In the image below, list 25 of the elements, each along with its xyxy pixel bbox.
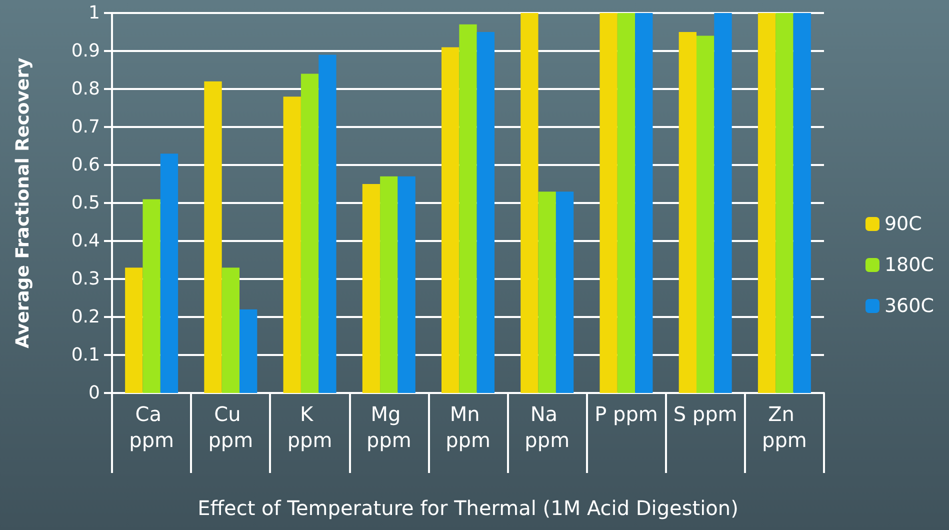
y-tick-label: 0.7: [71, 116, 100, 138]
legend-label: 90C: [884, 213, 922, 235]
x-tick-label: K ppm: [287, 402, 332, 452]
x-tick-label: Mn ppm: [446, 402, 490, 452]
y-axis-title: Average Fractional Recovery: [12, 57, 34, 348]
y-tick-label: 0.9: [71, 40, 100, 62]
y-tick-label: 0.8: [71, 78, 100, 100]
y-tick-label: 0.2: [71, 306, 100, 328]
legend-label: 360C: [884, 295, 934, 317]
y-tick-label: 0.4: [71, 230, 100, 252]
x-axis-title: Effect of Temperature for Thermal (1M Acid Digestion): [198, 496, 738, 520]
y-tick-label: 0.5: [71, 192, 100, 214]
x-tick-label: Mg ppm: [366, 402, 412, 452]
y-tick-label: 0: [88, 382, 100, 404]
x-tick-label: Zn ppm: [762, 402, 807, 452]
y-tick-label: 0.3: [71, 268, 100, 290]
legend-label: 180C: [884, 254, 934, 276]
y-tick-label: 1: [88, 2, 100, 24]
y-tick-label: 0.6: [71, 154, 100, 176]
x-tick-label: P ppm: [594, 402, 658, 426]
x-tick-label: Na ppm: [524, 402, 570, 452]
x-tick-label: Cu ppm: [208, 402, 254, 452]
y-tick-label: 0.1: [71, 344, 100, 366]
x-tick-label: S ppm: [673, 402, 738, 426]
x-tick-label: Ca ppm: [129, 402, 174, 452]
